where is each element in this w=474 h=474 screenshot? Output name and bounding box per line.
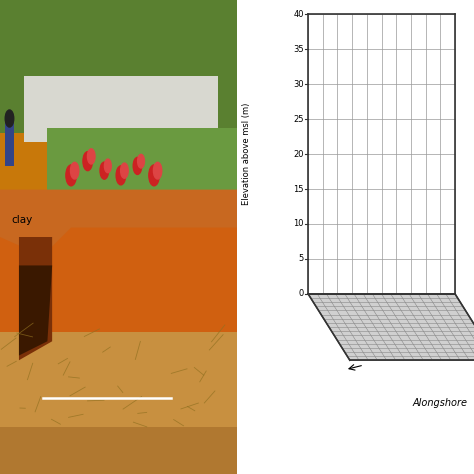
Polygon shape <box>19 237 52 360</box>
Text: 25: 25 <box>293 115 304 124</box>
Circle shape <box>133 157 142 174</box>
Polygon shape <box>308 14 455 294</box>
Text: Elevation above msl (m): Elevation above msl (m) <box>242 103 251 205</box>
Bar <box>0 190 237 427</box>
Bar <box>24 76 218 142</box>
Bar <box>47 128 237 190</box>
Circle shape <box>71 162 79 179</box>
Circle shape <box>83 152 92 171</box>
Text: clay: clay <box>12 215 33 225</box>
Polygon shape <box>0 190 237 256</box>
Polygon shape <box>308 294 474 360</box>
Bar <box>0 0 237 85</box>
Circle shape <box>100 162 109 179</box>
Text: 35: 35 <box>293 45 304 54</box>
Bar <box>0 427 237 474</box>
Circle shape <box>154 162 162 179</box>
Circle shape <box>149 165 159 186</box>
Text: 20: 20 <box>293 150 304 158</box>
Bar <box>5 118 14 166</box>
Text: 10: 10 <box>293 219 304 228</box>
Polygon shape <box>0 332 237 427</box>
Circle shape <box>116 166 126 185</box>
Circle shape <box>137 155 145 168</box>
Text: 40: 40 <box>293 10 304 18</box>
Text: 5: 5 <box>299 255 304 264</box>
Text: 15: 15 <box>293 184 304 193</box>
Text: 0: 0 <box>299 290 304 298</box>
Text: 30: 30 <box>293 80 304 89</box>
Circle shape <box>5 110 14 127</box>
Circle shape <box>120 163 128 178</box>
Circle shape <box>66 165 76 186</box>
Circle shape <box>104 159 111 173</box>
Text: Alongshore: Alongshore <box>412 398 467 408</box>
Polygon shape <box>19 265 52 356</box>
Circle shape <box>87 149 95 164</box>
Bar <box>0 0 237 133</box>
